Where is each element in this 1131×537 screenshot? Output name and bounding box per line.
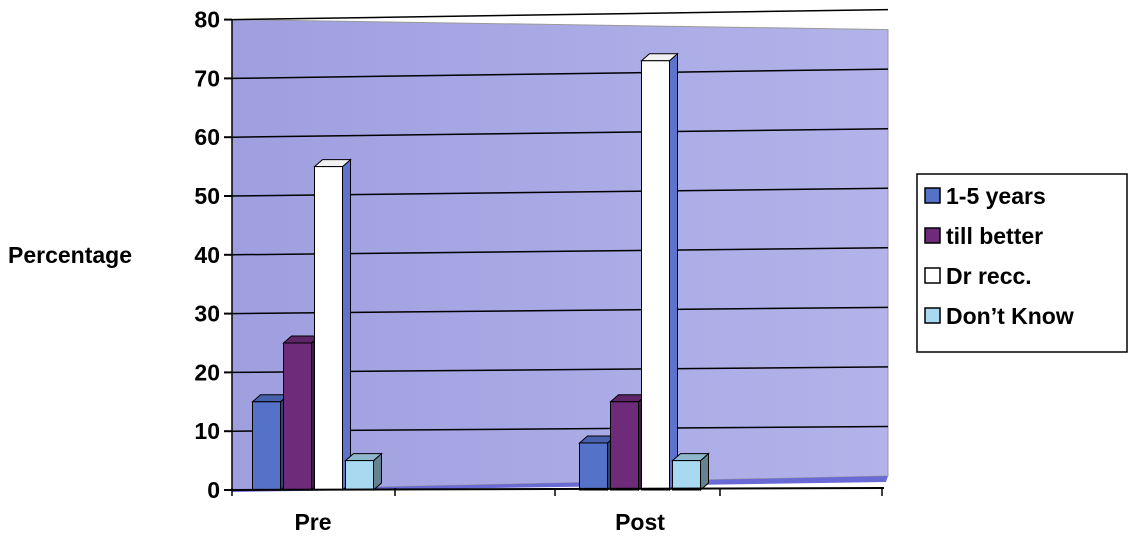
y-axis-title: Percentage <box>8 242 132 268</box>
legend-swatch <box>924 227 941 244</box>
axes <box>224 18 885 496</box>
labels: 0 10 20 30 40 50 60 70 80 Percentage Pre Post <box>8 7 665 535</box>
bar <box>313 158 352 492</box>
y-tick-label: 80 <box>194 7 220 33</box>
x-axis-line <box>231 487 885 491</box>
bar-front-face <box>641 60 670 491</box>
bar-front-face <box>314 166 343 491</box>
bar-front-face <box>345 460 374 491</box>
bar <box>640 52 679 492</box>
bar-front-face <box>252 401 281 491</box>
bar-front-face <box>610 401 639 491</box>
legend-swatch <box>924 187 941 204</box>
bar-front-face <box>579 442 608 491</box>
y-tick-label: 20 <box>194 359 220 385</box>
legend-label: 1-5 years <box>946 183 1046 209</box>
x-category-label: Post <box>615 509 665 535</box>
y-tick-label: 10 <box>194 418 220 444</box>
legend-label: Don’t Know <box>946 303 1074 329</box>
plot-floor <box>232 476 888 492</box>
bar <box>671 452 710 492</box>
y-tick-label: 50 <box>194 183 220 209</box>
bar-side-face <box>342 158 351 492</box>
legend-swatch <box>924 307 941 324</box>
bar <box>344 452 383 492</box>
legend-swatch <box>924 267 941 284</box>
legend-label: Dr recc. <box>946 263 1032 289</box>
y-tick-label: 70 <box>194 65 220 91</box>
gridline-70 <box>231 68 889 80</box>
bar-front-face <box>672 460 701 491</box>
y-tick-label: 0 <box>207 477 220 503</box>
gridline-60 <box>231 127 889 138</box>
y-tick-label: 30 <box>194 301 220 327</box>
bar-front-face <box>283 342 312 491</box>
legend-label: till better <box>946 223 1043 249</box>
gridlines <box>231 8 889 432</box>
gridline-80 <box>231 8 889 21</box>
legend: 1-5 years till better Dr recc. Don’t Know <box>916 173 1128 353</box>
legend-box <box>916 173 1128 353</box>
y-tick-label: 60 <box>194 124 220 150</box>
bars <box>251 52 710 492</box>
x-category-label: Pre <box>294 509 331 535</box>
y-tick-label: 40 <box>194 242 220 268</box>
bar-side-face <box>669 52 678 492</box>
